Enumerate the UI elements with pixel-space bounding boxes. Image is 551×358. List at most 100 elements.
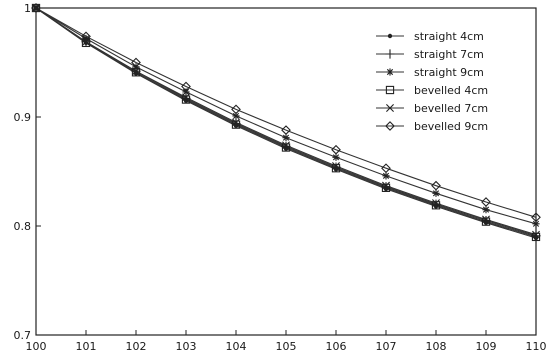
marker-x-shape bbox=[232, 118, 240, 127]
marker-diamond-shape bbox=[281, 125, 291, 135]
data-point bbox=[182, 88, 190, 96]
marker-asterisk-shape bbox=[332, 153, 340, 161]
legend-label: straight 4cm bbox=[414, 30, 484, 43]
marker-x-shape bbox=[282, 141, 290, 150]
x-tick-label: 104 bbox=[226, 340, 247, 353]
legend-marker bbox=[386, 68, 394, 76]
marker-asterisk-shape bbox=[282, 134, 290, 142]
legend-marker bbox=[385, 49, 395, 59]
marker-square-shape bbox=[81, 38, 91, 48]
data-point bbox=[82, 37, 90, 46]
legend-marker bbox=[385, 121, 395, 131]
marker-x-shape bbox=[332, 162, 340, 171]
marker-diamond-shape bbox=[131, 57, 141, 68]
data-point bbox=[282, 134, 290, 142]
legend-marker bbox=[386, 104, 394, 112]
data-point bbox=[381, 183, 391, 192]
data-point bbox=[182, 93, 190, 102]
marker-x-shape bbox=[386, 104, 394, 112]
marker-asterisk-shape bbox=[382, 172, 390, 180]
data-point bbox=[181, 81, 191, 92]
x-tick-label: 109 bbox=[476, 340, 497, 353]
data-point bbox=[232, 118, 240, 127]
data-point bbox=[432, 199, 440, 208]
data-point bbox=[132, 67, 140, 76]
data-point bbox=[131, 57, 141, 68]
x-tick-label: 101 bbox=[76, 340, 97, 353]
data-point bbox=[532, 230, 540, 239]
marker-x-shape bbox=[482, 215, 490, 224]
legend-item: straight 4cm bbox=[376, 30, 484, 43]
marker-square-shape bbox=[331, 164, 341, 173]
data-point bbox=[382, 172, 390, 180]
marker-square-shape bbox=[281, 143, 291, 152]
marker-square-shape bbox=[531, 232, 541, 242]
data-point bbox=[482, 215, 490, 224]
y-tick-label: 0.9 bbox=[14, 111, 32, 124]
marker-diamond-shape bbox=[385, 121, 395, 131]
legend-item: bevelled 7cm bbox=[376, 102, 488, 115]
marker-dot-shape bbox=[387, 33, 393, 39]
data-point bbox=[481, 217, 491, 226]
marker-square-shape bbox=[231, 120, 241, 129]
marker-x-shape bbox=[532, 230, 540, 239]
x-tick-label: 102 bbox=[126, 340, 147, 353]
x-tick-label: 105 bbox=[276, 340, 297, 353]
marker-x-shape bbox=[432, 199, 440, 208]
marker-square-shape bbox=[385, 85, 395, 95]
marker-diamond-shape bbox=[181, 81, 191, 92]
chart-axes: 100 101 102 103 104 105 106 107 108 109 110 0.7 0.8 0… bbox=[14, 2, 547, 353]
data-point bbox=[532, 220, 540, 228]
chart-series-markers bbox=[31, 3, 541, 242]
marker-asterisk-shape bbox=[482, 206, 490, 214]
data-point bbox=[231, 104, 241, 115]
marker-square-shape bbox=[381, 183, 391, 192]
legend-item: bevelled 9cm bbox=[376, 120, 488, 133]
marker-square-shape bbox=[131, 68, 141, 77]
y-tick-label: 0.7 bbox=[14, 329, 32, 342]
legend-item: bevelled 4cm bbox=[376, 84, 488, 97]
marker-x-shape bbox=[182, 93, 190, 102]
data-point bbox=[282, 141, 290, 150]
x-tick-label: 107 bbox=[376, 340, 397, 353]
data-point bbox=[131, 68, 141, 77]
data-point bbox=[331, 144, 341, 155]
data-point bbox=[181, 95, 191, 104]
marker-asterisk-shape bbox=[232, 112, 240, 120]
data-point bbox=[232, 112, 240, 120]
marker-asterisk-shape bbox=[432, 189, 440, 197]
data-point bbox=[531, 232, 541, 242]
legend-label: straight 9cm bbox=[414, 66, 484, 79]
legend-item: straight 9cm bbox=[376, 66, 484, 79]
x-tick-label: 103 bbox=[176, 340, 197, 353]
marker-diamond-shape bbox=[31, 3, 41, 13]
y-tick-label: 1 bbox=[24, 2, 31, 15]
marker-square-shape bbox=[181, 95, 191, 104]
marker-diamond-shape bbox=[481, 197, 491, 207]
data-point bbox=[81, 31, 91, 42]
chart-legend: straight 4cm straight 7cm straight 9cm beve… bbox=[376, 30, 488, 133]
marker-x-shape bbox=[382, 181, 390, 190]
marker-diamond-shape bbox=[231, 104, 241, 115]
marker-diamond-shape bbox=[381, 163, 391, 174]
legend-marker bbox=[385, 85, 395, 95]
data-point bbox=[231, 120, 241, 129]
legend-item: straight 7cm bbox=[376, 48, 484, 61]
marker-diamond-shape bbox=[431, 180, 441, 191]
marker-diamond-shape bbox=[531, 212, 541, 223]
data-point bbox=[381, 163, 391, 174]
data-point bbox=[431, 201, 441, 210]
data-point bbox=[332, 153, 340, 161]
data-point bbox=[431, 180, 441, 191]
marker-asterisk-shape bbox=[532, 220, 540, 228]
marker-asterisk-shape bbox=[82, 34, 90, 43]
marker-plus-shape bbox=[385, 49, 395, 59]
marker-x-shape bbox=[132, 67, 140, 76]
data-point bbox=[281, 143, 291, 152]
marker-square-shape bbox=[431, 201, 441, 210]
legend-label: bevelled 4cm bbox=[414, 84, 488, 97]
x-tick-label: 108 bbox=[426, 340, 447, 353]
data-point bbox=[31, 3, 41, 13]
marker-asterisk-shape bbox=[182, 88, 190, 96]
